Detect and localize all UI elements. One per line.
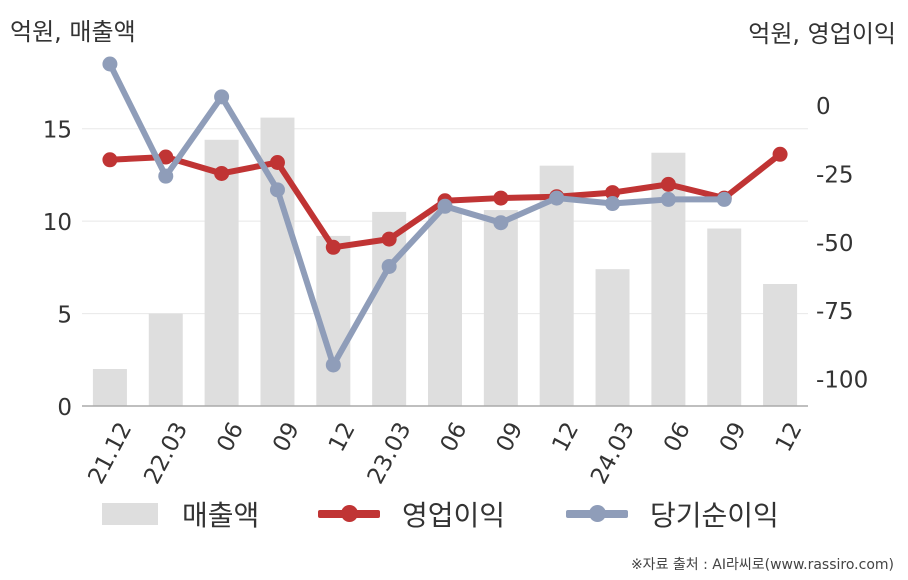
- net-income-point: [269, 182, 285, 198]
- left-y-tick-label: 0: [57, 395, 72, 421]
- net-income-point: [549, 190, 565, 206]
- right-y-tick-label: -75: [816, 299, 854, 325]
- bar-sales: [707, 228, 742, 406]
- net-income-point: [660, 191, 676, 207]
- x-tick-label: 09: [268, 418, 305, 456]
- op-income-point: [772, 146, 788, 162]
- net-income-line: [106, 61, 728, 368]
- net-income-point: [325, 357, 341, 373]
- op-income-point: [381, 231, 397, 247]
- op-income-point: [493, 190, 509, 206]
- right-y-tick-label: 0: [816, 94, 831, 120]
- legend-label-sales: 매출액: [182, 499, 260, 532]
- net-income-point: [605, 196, 621, 212]
- legend-swatch-net-income: [566, 505, 628, 522]
- net-income-point: [493, 215, 509, 231]
- bar-sales: [763, 283, 798, 406]
- left-axis-unit: 억원, 매출액: [10, 18, 136, 46]
- bar-sales: [148, 313, 183, 406]
- right-y-tick-label: -100: [816, 368, 868, 394]
- legend-item-net-income: 당기순이익: [566, 494, 779, 534]
- left-y-tick-labels: 0 5 10 15: [43, 118, 72, 421]
- op-income-point: [102, 152, 118, 168]
- x-tick-label: 09: [492, 418, 529, 456]
- right-y-tick-labels: 0 -25 -50 -75 -100: [816, 94, 868, 394]
- op-income-point: [158, 149, 174, 165]
- bar-sales: [92, 369, 127, 406]
- x-tick-label: 09: [715, 418, 752, 456]
- right-axis-unit: 억원, 영업이익: [748, 20, 896, 48]
- x-tick-labels: 21.12 22.03 06 09 12 23.03 06 09 12 24.03 06 09 12: [83, 418, 807, 488]
- net-income-point: [437, 198, 453, 214]
- legend-label-op-income: 영업이익: [402, 499, 506, 532]
- bar-sales: [428, 210, 462, 406]
- x-tick-label: 06: [436, 418, 473, 456]
- legend-item-op-income: 영업이익: [318, 494, 505, 534]
- source-note: ※자료 출처 : AI라씨로(www.rassiro.com): [630, 557, 894, 573]
- legend-swatch-sales: [102, 503, 158, 525]
- right-y-tick-label: -50: [816, 231, 854, 257]
- sales-bars: [92, 117, 798, 406]
- bar-sales: [595, 269, 630, 406]
- net-income-point: [716, 191, 732, 207]
- bar-sales: [483, 210, 518, 406]
- x-tick-label: 06: [212, 418, 249, 456]
- net-income-point: [102, 56, 118, 72]
- op-income-point: [605, 185, 621, 201]
- x-tick-label: 22.03: [139, 418, 193, 488]
- bar-sales: [204, 139, 239, 406]
- legend-label-net-income: 당기순이익: [650, 499, 779, 532]
- op-income-point: [269, 154, 285, 170]
- x-tick-label: 12: [771, 418, 808, 456]
- legend-item-sales: 매출액: [102, 494, 259, 534]
- net-income-point: [381, 258, 397, 274]
- net-income-series: [102, 56, 732, 373]
- net-income-point: [158, 168, 174, 184]
- op-income-point: [325, 239, 341, 255]
- x-tick-label: 24.03: [586, 418, 640, 488]
- left-y-tick-label: 5: [57, 303, 72, 329]
- op-income-point: [214, 165, 230, 181]
- x-tick-label: 12: [324, 418, 361, 456]
- legend-swatch-op-income: [318, 505, 380, 522]
- left-y-tick-label: 10: [43, 210, 72, 236]
- x-tick-label: 23.03: [363, 418, 417, 488]
- left-y-tick-label: 15: [43, 118, 72, 144]
- right-y-tick-label: -25: [816, 162, 854, 188]
- op-income-point: [660, 176, 676, 192]
- x-tick-label: 06: [659, 418, 696, 456]
- net-income-point: [214, 89, 230, 105]
- x-tick-label: 12: [547, 418, 584, 456]
- x-tick-label: 21.12: [83, 418, 137, 488]
